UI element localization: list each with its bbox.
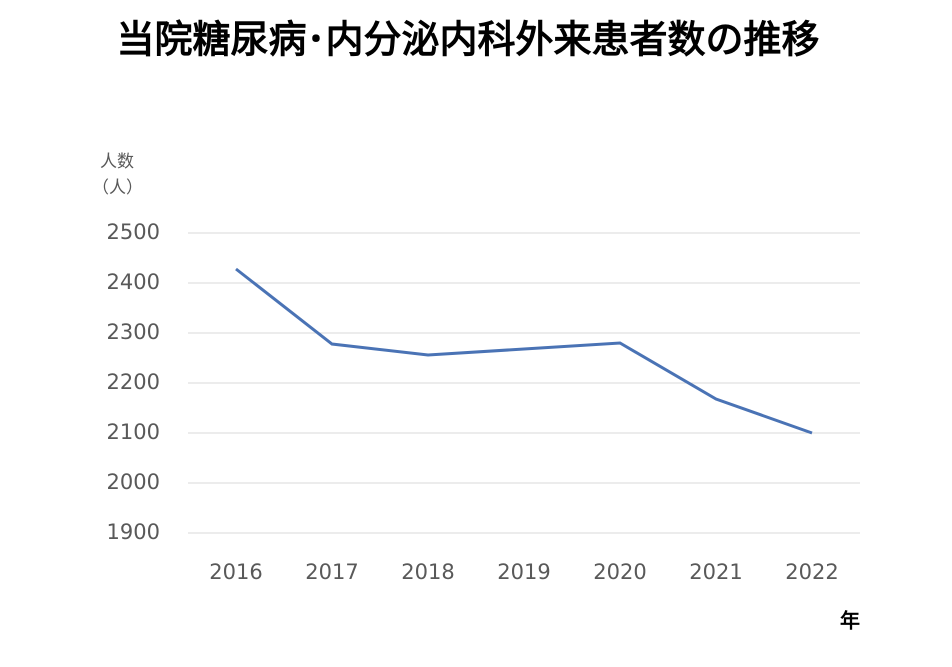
- y-axis-label: 人数: [100, 152, 134, 172]
- x-tick-label: 2020: [593, 560, 646, 584]
- x-axis-label: 年: [840, 609, 860, 633]
- y-tick-label: 2500: [107, 220, 160, 244]
- y-tick-label: 2100: [107, 420, 160, 444]
- x-tick-label: 2017: [305, 560, 358, 584]
- y-tick-label: 2400: [107, 270, 160, 294]
- y-tick-label: 2300: [107, 320, 160, 344]
- x-tick-label: 2022: [785, 560, 838, 584]
- chart-title: 当院糖尿病･内分泌内科外来患者数の推移: [116, 18, 819, 62]
- y-axis-label: （人）: [92, 178, 143, 198]
- data-line: [235, 267, 813, 435]
- x-tick-label: 2016: [209, 560, 262, 584]
- x-tick-label: 2019: [497, 560, 550, 584]
- y-tick-label: 2200: [107, 370, 160, 394]
- x-tick-label: 2021: [689, 560, 742, 584]
- x-tick-label: 2018: [401, 560, 454, 584]
- y-tick-label: 2000: [107, 470, 160, 494]
- y-tick-label: 1900: [107, 520, 160, 544]
